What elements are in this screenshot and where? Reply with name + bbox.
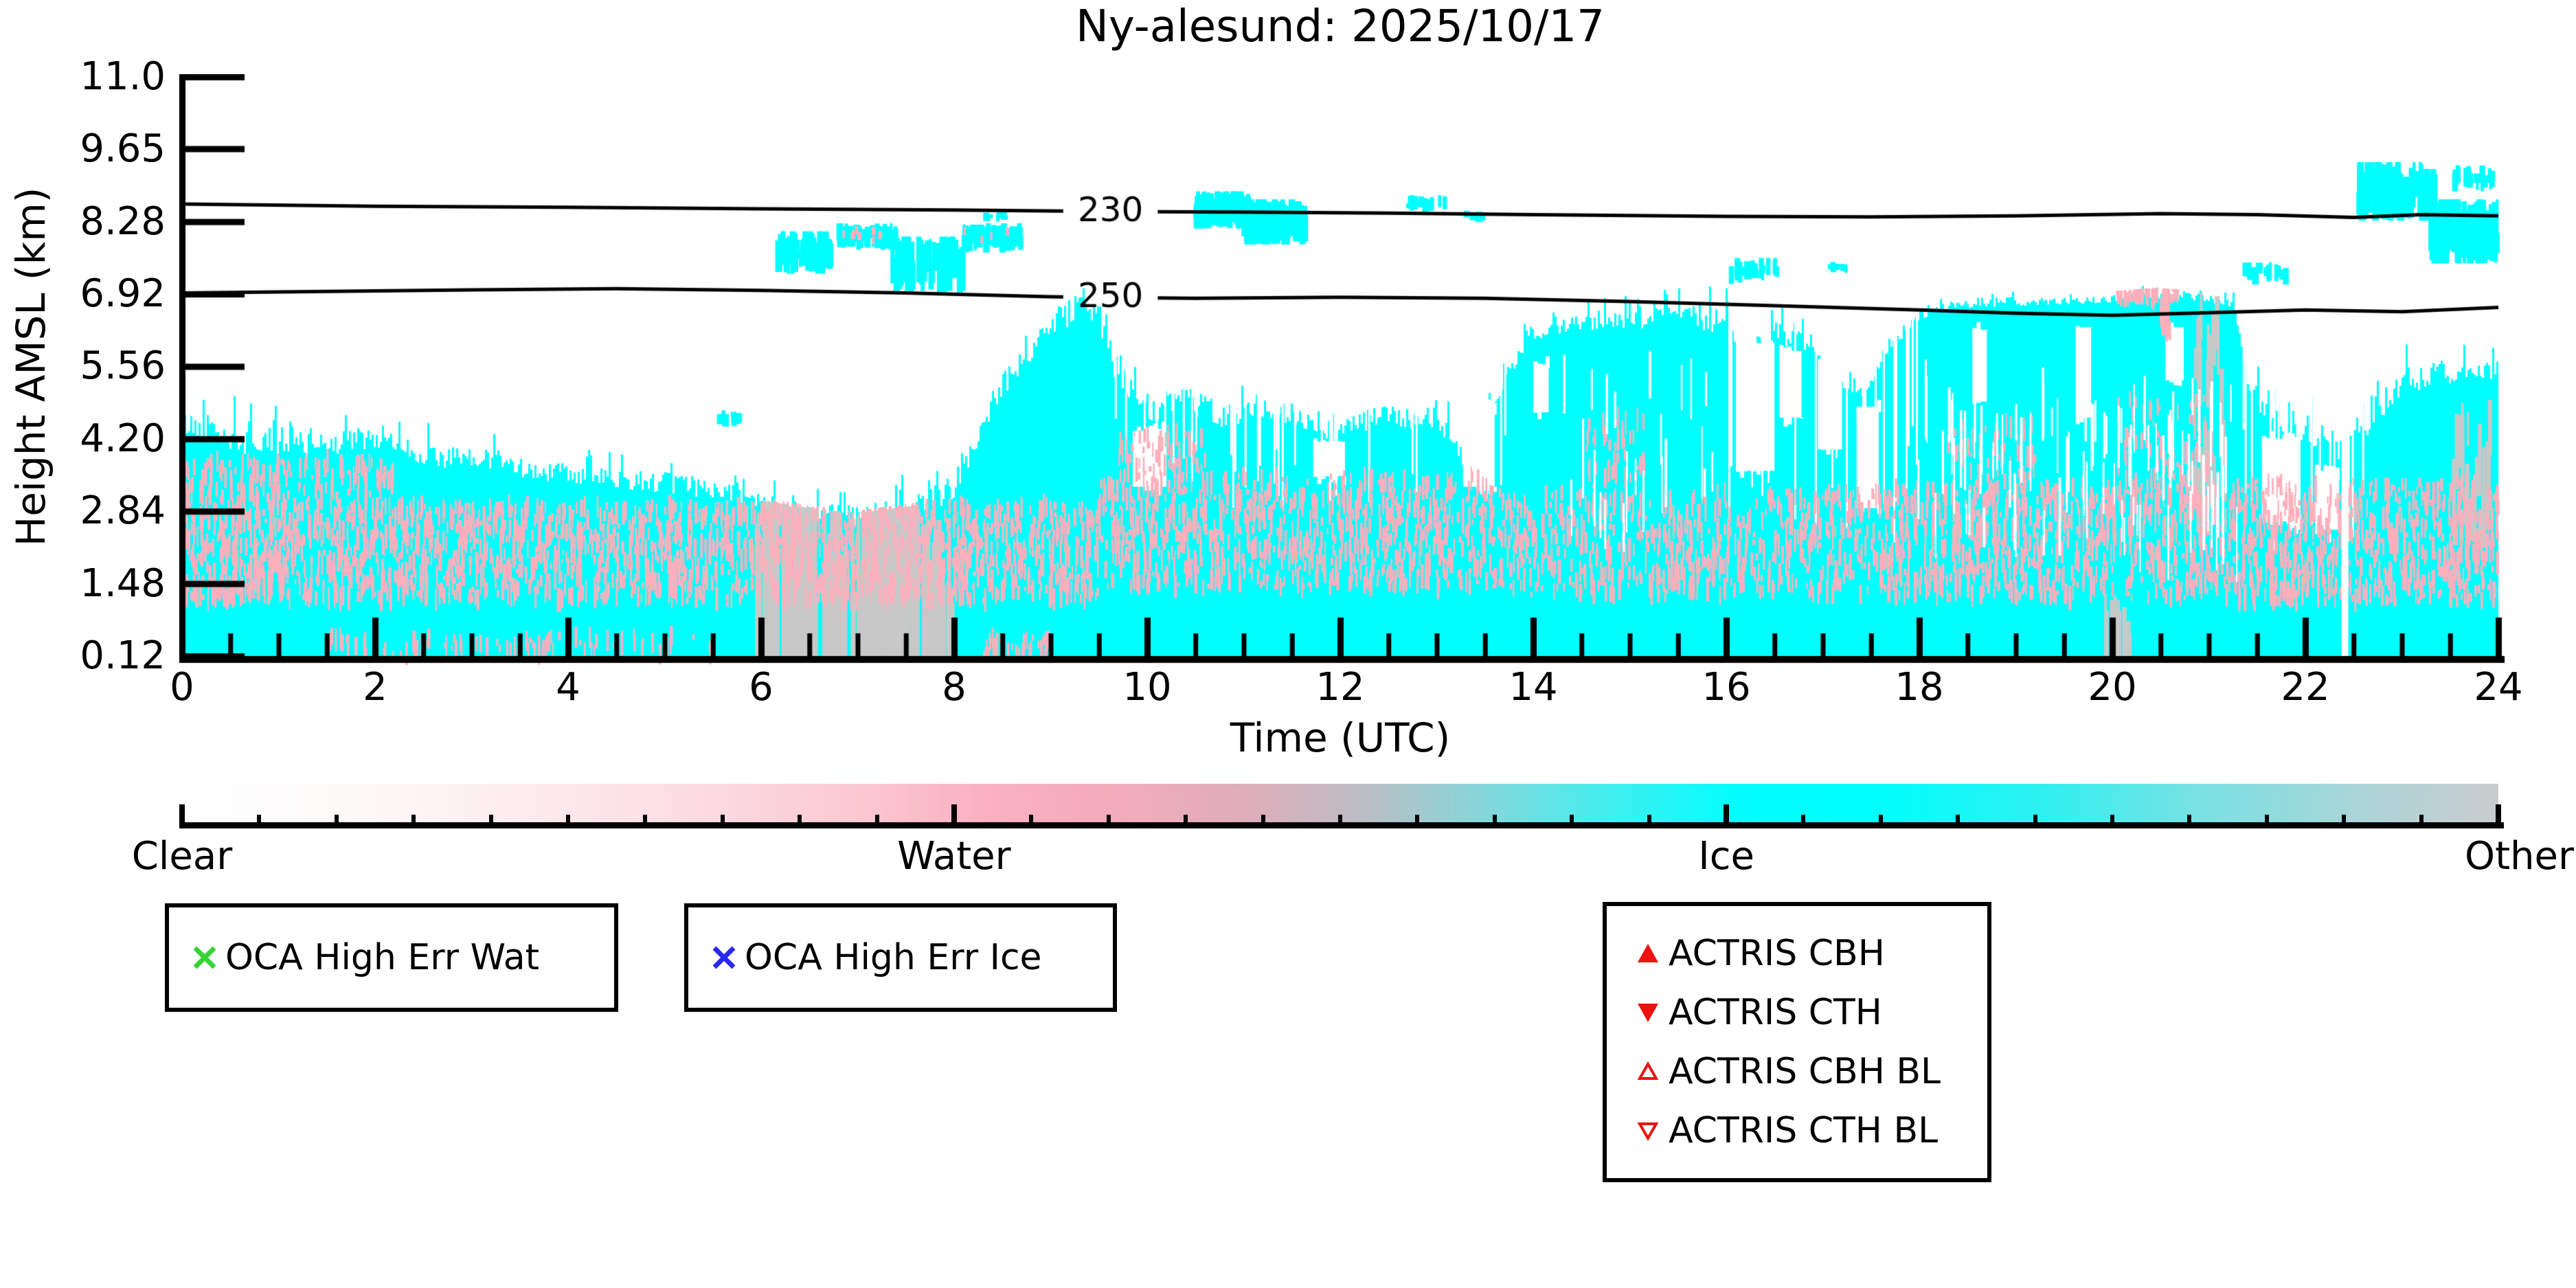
y-tick-label: 2.84 [80,488,166,534]
x-tick-label: 2 [363,665,387,710]
x-axis-label: Time (UTC) [1230,714,1451,761]
x-tick-label: 12 [1315,665,1365,710]
colorbar-minor-tick [2264,815,2269,822]
x-marker-icon [184,942,225,973]
colorbar-minor-tick [1184,815,1188,822]
colorbar-minor-tick [874,815,879,822]
legend-entry-actris-cth: ACTRIS CTH [1627,992,1987,1033]
x-tick-label: 0 [170,665,194,710]
y-tick-label: 8.28 [80,199,166,244]
legend-label: ACTRIS CBH [1669,933,1885,974]
triangle-up-open-icon [1627,1058,1669,1085]
y-tick-label: 4.20 [80,416,166,461]
colorbar-minor-tick [488,815,493,822]
y-tick-label: 6.92 [80,271,166,317]
colorbar-minor-tick [643,815,648,822]
colorbar-minor-tick [1261,815,1265,822]
legend-entry-actris-cth-bl: ACTRIS CTH BL [1627,1110,1987,1151]
x-tick-label: 6 [749,665,773,710]
triangle-down-open-icon [1627,1117,1669,1144]
triangle-up-filled-icon [1627,940,1669,967]
colorbar-minor-tick [1647,815,1651,822]
x-tick-label: 20 [2088,665,2137,710]
triangle-up-icon [1637,1061,1659,1080]
colorbar-minor-tick [257,815,262,822]
x-tick-label: 10 [1122,665,1172,710]
chart-title: Ny-alesund: 2025/10/17 [1076,1,1605,52]
colorbar-minor-tick [720,815,725,822]
y-tick-label: 11.0 [80,54,166,99]
legend-box-actris: ACTRIS CBH ACTRIS CTH ACTRIS CBH BL ACTRIS … [1603,902,1991,1182]
x-tick-label: 16 [1702,665,1751,710]
triangle-up-icon [1638,944,1658,962]
x-marker-icon [703,942,745,973]
colorbar-major-tick [2496,804,2501,822]
colorbar-minor-tick [1878,815,1883,822]
legend-box-oca-high-err-wat: OCA High Err Wat [165,903,618,1012]
x-tick-label: 4 [556,665,580,710]
phase-heatmap-canvas [179,74,2505,665]
colorbar-minor-tick [566,815,570,822]
colorbar-minor-tick [334,815,339,822]
colorbar-minor-tick [1956,815,1961,822]
colorbar-minor-tick [2187,815,2192,822]
legend-label: OCA High Err Ice [745,937,1042,978]
colorbar-minor-tick [1338,815,1342,822]
x-tick-label: 22 [2281,665,2330,710]
colorbar-minor-tick [2110,815,2114,822]
legend-label: ACTRIS CTH [1669,992,1882,1033]
legend-label: ACTRIS CBH BL [1669,1051,1941,1092]
colorbar-label: Other [2464,834,2574,879]
colorbar-minor-tick [798,815,802,822]
colorbar-major-tick [179,804,185,822]
colorbar-minor-tick [1106,815,1111,822]
colorbar-label: Water [897,834,1011,879]
colorbar-minor-tick [1415,815,1420,822]
legend-entry-actris-cbh: ACTRIS CBH [1627,933,1987,974]
colorbar-major-tick [1724,804,1729,822]
legend-label: OCA High Err Wat [225,937,539,978]
colorbar-major-tick [951,804,957,822]
colorbar-axis-line [179,822,2504,828]
triangle-down-icon [1638,1004,1658,1022]
triangle-down-filled-icon [1627,999,1669,1026]
x-tick-label: 18 [1895,665,1944,710]
colorbar-minor-tick [1570,815,1574,822]
colorbar-minor-tick [1801,815,1806,822]
colorbar-label: Clear [131,834,233,879]
colorbar-minor-tick [2033,815,2037,822]
colorbar-minor-tick [1492,815,1497,822]
x-tick-label: 14 [1509,665,1558,710]
y-tick-label: 5.56 [80,343,166,389]
y-tick-label: 9.65 [80,126,166,171]
x-marker-icon [193,946,216,969]
x-tick-label: 8 [942,665,967,710]
colorbar-label: Ice [1698,834,1754,879]
legend-label: ACTRIS CTH BL [1669,1110,1939,1151]
colorbar-minor-tick [1029,815,1034,822]
triangle-down-icon [1637,1122,1659,1142]
colorbar-minor-tick [2419,815,2424,822]
legend-entry-actris-cbh-bl: ACTRIS CBH BL [1627,1051,1987,1092]
legend-box-oca-high-err-ice: OCA High Err Ice [684,903,1117,1012]
y-tick-label: 1.48 [80,561,166,606]
colorbar-minor-tick [411,815,416,822]
colorbar-minor-tick [2342,815,2347,822]
y-tick-label: 0.12 [80,633,166,678]
x-marker-icon [712,946,736,969]
x-tick-label: 24 [2474,665,2523,710]
